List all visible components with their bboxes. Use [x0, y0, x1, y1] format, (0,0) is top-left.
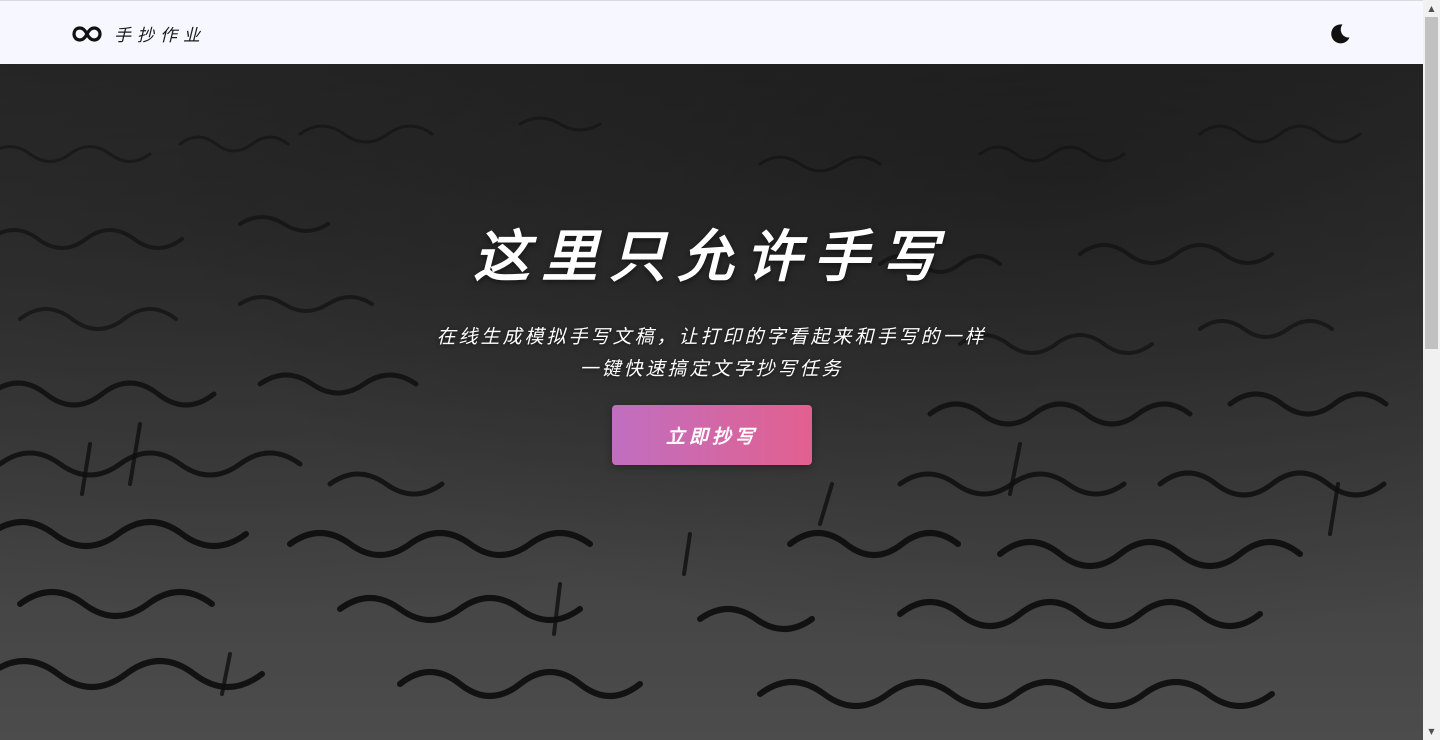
- brand-link[interactable]: 手抄作业: [72, 21, 206, 46]
- top-navbar: 手抄作业: [0, 0, 1423, 64]
- brand-name: 手抄作业: [114, 26, 206, 46]
- scroll-down-arrow-icon[interactable]: ▼: [1428, 727, 1435, 736]
- moon-icon: [1331, 24, 1350, 44]
- infinity-icon: [72, 25, 102, 42]
- hero-subtitle-line-2: 一键快速搞定文字抄写任务: [579, 358, 844, 380]
- vertical-scrollbar[interactable]: ▲ ▼: [1423, 0, 1440, 740]
- scroll-up-arrow-icon[interactable]: ▲: [1428, 4, 1435, 13]
- hero-title: 这里只允许手写: [473, 224, 950, 290]
- hero-section: 这里只允许手写 在线生成模拟手写文稿，让打印的字看起来和手写的一样 一键快速搞定…: [0, 64, 1423, 740]
- theme-toggle-button[interactable]: [1328, 22, 1352, 46]
- start-copying-button[interactable]: 立即抄写: [612, 405, 812, 465]
- scrollbar-thumb[interactable]: [1425, 17, 1438, 349]
- hero-dark-overlay: [0, 64, 1423, 740]
- hero-subtitle-line-1: 在线生成模拟手写文稿，让打印的字看起来和手写的一样: [436, 326, 987, 348]
- handwriting-background-image: [0, 116, 1389, 709]
